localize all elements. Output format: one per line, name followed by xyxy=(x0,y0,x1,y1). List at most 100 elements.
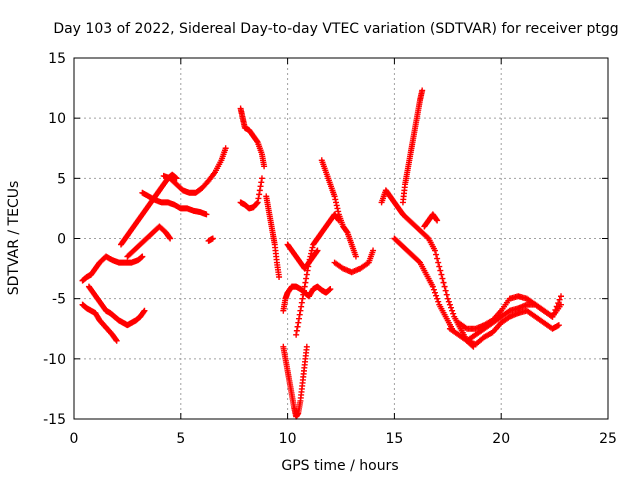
data-point xyxy=(139,253,146,260)
data-point xyxy=(334,205,341,212)
data-point xyxy=(308,247,315,254)
data-point xyxy=(296,311,303,318)
data-point xyxy=(306,256,313,263)
y-tick-label: -10 xyxy=(43,352,66,368)
x-tick-label: 10 xyxy=(279,431,297,447)
grid-lines xyxy=(74,58,608,419)
data-point xyxy=(431,247,438,254)
data-point xyxy=(333,202,340,209)
data-point xyxy=(303,271,310,278)
data-point xyxy=(301,283,308,290)
data-track xyxy=(79,301,120,344)
data-point xyxy=(256,191,263,198)
data-track xyxy=(391,235,456,332)
data-point xyxy=(307,253,314,260)
data-point xyxy=(446,301,453,308)
data-point xyxy=(141,307,148,314)
data-point xyxy=(276,274,283,281)
data-track xyxy=(446,307,562,348)
data-track xyxy=(205,235,216,244)
data-point xyxy=(444,295,451,302)
data-point xyxy=(555,300,562,307)
data-point xyxy=(434,255,441,262)
x-axis-label: GPS time / hours xyxy=(281,458,398,474)
data-point xyxy=(253,200,260,207)
data-point xyxy=(445,298,452,305)
data-point xyxy=(448,304,455,311)
data-point xyxy=(434,295,441,302)
data-point xyxy=(298,303,305,310)
data-point xyxy=(309,244,316,251)
data-point xyxy=(424,234,431,241)
data-point xyxy=(442,287,449,294)
data-point xyxy=(113,336,120,343)
data-point xyxy=(140,308,147,315)
data-track xyxy=(263,193,283,281)
data-point xyxy=(437,267,444,274)
data-point xyxy=(253,138,260,145)
data-point xyxy=(297,307,304,314)
x-tick-label: 20 xyxy=(492,431,510,447)
data-point xyxy=(438,271,445,278)
data-track xyxy=(117,171,180,248)
data-point xyxy=(261,163,268,170)
data-point xyxy=(450,310,457,317)
data-track xyxy=(160,145,229,196)
data-point xyxy=(258,175,265,182)
data-point xyxy=(295,319,302,326)
data-point xyxy=(113,337,120,344)
y-tick-label: 0 xyxy=(57,232,66,248)
data-point xyxy=(299,295,306,302)
data-track xyxy=(293,211,342,338)
data-track xyxy=(139,189,210,218)
y-tick-label: -15 xyxy=(43,412,66,428)
x-tick-label: 15 xyxy=(385,431,403,447)
data-track xyxy=(79,253,146,284)
y-tick-label: 15 xyxy=(48,51,66,67)
data-point xyxy=(313,248,320,255)
data-point xyxy=(167,235,174,242)
data-point xyxy=(305,263,312,270)
data-point xyxy=(300,287,307,294)
data-points xyxy=(79,87,565,420)
data-point xyxy=(304,267,311,274)
data-point xyxy=(352,253,359,260)
data-point xyxy=(552,306,559,313)
data-track xyxy=(237,175,265,212)
data-point xyxy=(558,293,565,300)
data-track xyxy=(331,247,377,276)
data-point xyxy=(343,228,350,235)
data-point xyxy=(335,208,342,215)
data-point xyxy=(549,313,556,320)
data-point xyxy=(327,286,334,293)
data-track xyxy=(237,105,268,170)
chart-title: Day 103 of 2022, Sidereal Day-to-day VTE… xyxy=(53,21,618,37)
data-track xyxy=(124,223,174,260)
data-point xyxy=(434,217,441,224)
data-point xyxy=(203,211,210,218)
data-track xyxy=(284,241,321,272)
data-point xyxy=(209,235,216,242)
data-point xyxy=(303,343,310,350)
data-point xyxy=(300,291,307,298)
data-point xyxy=(440,279,447,286)
data-track xyxy=(280,283,334,314)
data-point xyxy=(555,322,562,329)
data-point xyxy=(436,263,443,270)
y-tick-label: 10 xyxy=(48,111,66,127)
data-point xyxy=(258,179,265,186)
data-point xyxy=(370,247,377,254)
data-point xyxy=(435,298,442,305)
data-track xyxy=(280,343,310,420)
data-track xyxy=(85,283,148,329)
data-point xyxy=(415,258,422,265)
data-point xyxy=(302,279,309,286)
data-point xyxy=(431,289,438,296)
data-point xyxy=(331,193,338,200)
data-point xyxy=(429,283,436,290)
data-point xyxy=(308,250,315,257)
data-point xyxy=(430,286,437,293)
data-point xyxy=(166,234,173,241)
data-point xyxy=(433,216,440,223)
